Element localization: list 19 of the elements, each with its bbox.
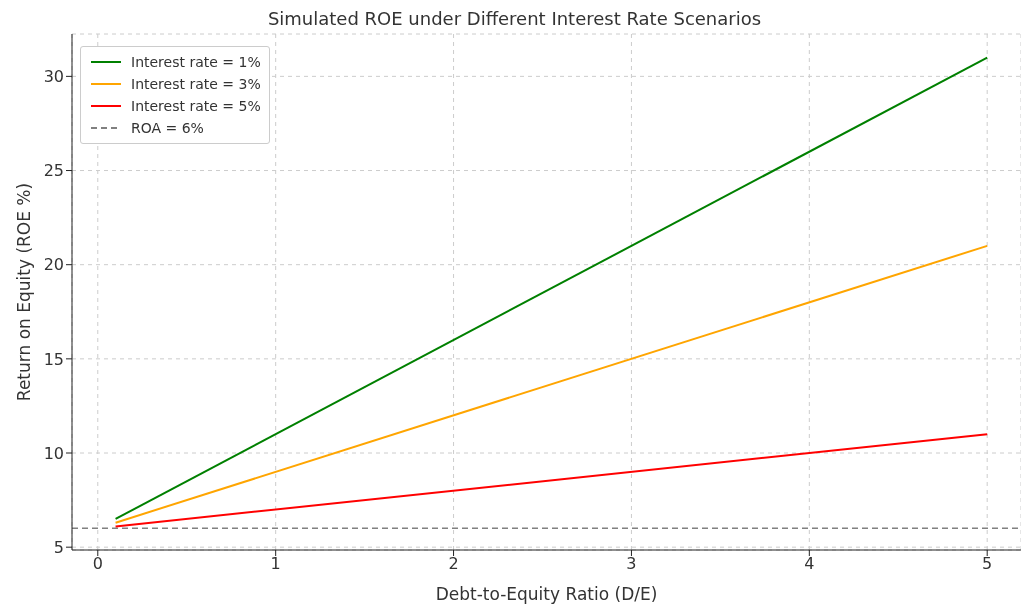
y-tick-label: 5	[53, 537, 64, 557]
x-tick-label: 1	[270, 554, 281, 574]
x-tick-label: 2	[448, 554, 459, 574]
legend-label: ROA = 6%	[131, 120, 204, 136]
y-tick-label: 30	[43, 67, 64, 87]
x-tick-label: 5	[982, 554, 993, 574]
x-tick-label: 0	[92, 554, 103, 574]
legend-label: Interest rate = 5%	[131, 98, 261, 114]
y-tick-label: 15	[43, 349, 64, 369]
legend-label: Interest rate = 1%	[131, 54, 261, 70]
chart-title: Simulated ROE under Different Interest Rate Scenarios	[266, 8, 763, 30]
legend-label: Interest rate = 3%	[131, 76, 261, 92]
y-tick-label: 20	[43, 255, 64, 275]
x-tick-label: 3	[626, 554, 637, 574]
x-axis-title: Debt-to-Equity Ratio (D/E)	[435, 584, 658, 604]
y-tick-label: 25	[43, 161, 64, 181]
y-axis-title: Return on Equity (ROE %)	[14, 182, 35, 402]
x-tick-label: 4	[804, 554, 815, 574]
y-tick-label: 10	[43, 443, 64, 463]
